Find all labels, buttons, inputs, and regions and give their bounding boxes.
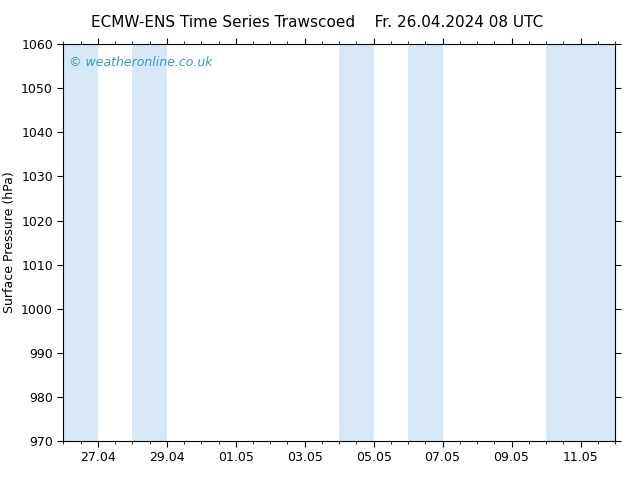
Bar [63, 44, 98, 441]
Bar [339, 44, 373, 441]
Bar [133, 44, 167, 441]
Text: © weatheronline.co.uk: © weatheronline.co.uk [69, 56, 212, 69]
Bar [546, 44, 615, 441]
Y-axis label: Surface Pressure (hPa): Surface Pressure (hPa) [3, 172, 16, 314]
Text: ECMW-ENS Time Series Trawscoed    Fr. 26.04.2024 08 UTC: ECMW-ENS Time Series Trawscoed Fr. 26.04… [91, 15, 543, 30]
Bar [408, 44, 443, 441]
